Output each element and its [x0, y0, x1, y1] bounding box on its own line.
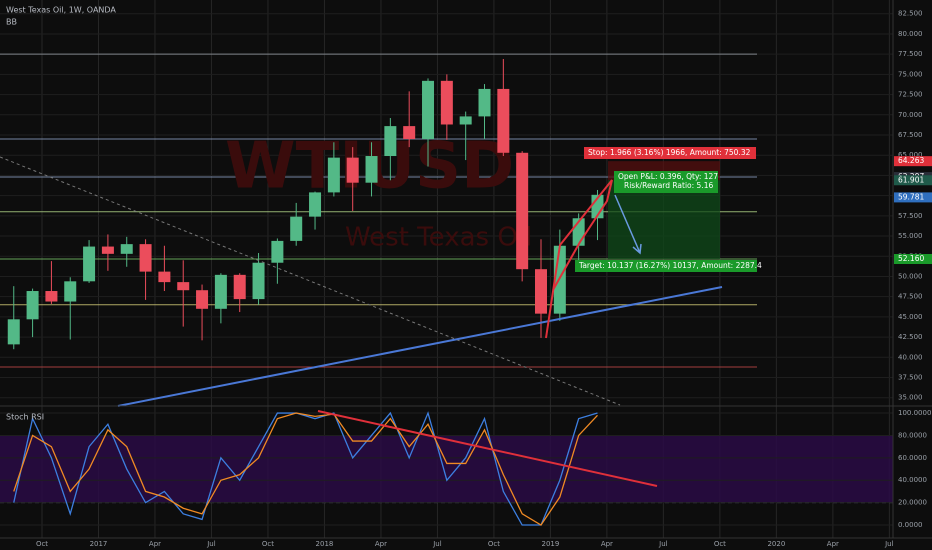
- arrow-head: [632, 243, 642, 255]
- y-tick-label: 0.0000: [898, 521, 923, 529]
- x-tick-label: Jul: [432, 540, 442, 548]
- candle-body: [534, 269, 547, 314]
- candle-body: [440, 80, 453, 125]
- y-tick-label: 70.000: [898, 111, 923, 119]
- candle-body: [158, 271, 171, 283]
- y-tick-label: 55.000: [898, 232, 923, 240]
- candle-body: [516, 152, 529, 270]
- x-tick-label: Apr: [601, 540, 613, 548]
- y-tick-label: 57.500: [898, 212, 923, 220]
- indicator-label: BB: [6, 18, 17, 27]
- candle-body: [7, 319, 20, 345]
- stoch-line: [13, 412, 598, 526]
- price-label-bg: [894, 156, 932, 167]
- candle-body: [422, 80, 435, 140]
- x-tick-label: 2020: [767, 540, 785, 548]
- price-label: 64.263: [898, 156, 924, 165]
- y-tick-label: 72.500: [898, 91, 923, 99]
- x-tick-label: Apr: [149, 540, 161, 548]
- target-zone: [608, 180, 720, 260]
- x-tick-label: 2017: [90, 540, 108, 548]
- position-label-bg: [575, 260, 757, 272]
- candle-body: [120, 244, 133, 254]
- candle-body: [459, 116, 472, 125]
- candle-body: [196, 290, 209, 309]
- candle-body: [403, 126, 416, 140]
- candle-body: [233, 274, 246, 300]
- pl-bg: [614, 171, 718, 193]
- candle-body: [346, 157, 359, 183]
- y-tick-label: 80.0000: [898, 431, 927, 439]
- candle-body: [365, 156, 378, 183]
- price-label: 52.160: [898, 254, 924, 263]
- candle-body: [177, 282, 190, 291]
- candle-body: [26, 291, 39, 320]
- position-label: Risk/Reward Ratio: 5.16: [624, 181, 713, 190]
- wedge: [545, 179, 613, 339]
- price-label: 59.781: [898, 192, 924, 201]
- y-tick-label: 40.000: [898, 353, 923, 361]
- candle-body: [384, 126, 397, 157]
- chart-title: West Texas Oil, 1W, OANDA: [6, 6, 116, 15]
- stoch-line: [13, 411, 598, 526]
- position-label: Stop: 1.966 (3.16%) 1966, Amount: 750.32: [588, 148, 751, 157]
- candle-body: [45, 291, 58, 302]
- y-tick-label: 35.000: [898, 394, 923, 402]
- price-label: 61.901: [898, 175, 924, 184]
- y-tick-label: 47.500: [898, 293, 923, 301]
- position-label: Target: 10.137 (16.27%) 10137, Amount: 2…: [578, 261, 762, 270]
- y-tick-label: 80.000: [898, 30, 923, 38]
- y-tick-label: 42.500: [898, 333, 923, 341]
- watermark-subtitle: West Texas Oil: [345, 223, 532, 253]
- y-tick-label: 82.500: [898, 10, 923, 18]
- rsi-divergence: [317, 410, 658, 487]
- candle-body: [83, 246, 96, 282]
- candle-body: [327, 157, 340, 193]
- candle-body: [252, 262, 265, 300]
- y-tick-label: 67.500: [898, 131, 923, 139]
- x-tick-label: Jul: [206, 540, 216, 548]
- stoch-title: Stoch RSI: [6, 413, 44, 422]
- forecast-arrow: [614, 194, 641, 254]
- y-tick-label: 45.000: [898, 313, 923, 321]
- x-tick-label: Jul: [884, 540, 894, 548]
- y-tick-label: 37.500: [898, 374, 923, 382]
- position-label: Open P&L: 0.396, Qty: 127: [618, 172, 718, 181]
- x-tick-label: Oct: [488, 540, 500, 548]
- x-tick-label: Oct: [36, 540, 48, 548]
- candle-body: [290, 216, 303, 241]
- x-tick-label: Apr: [827, 540, 839, 548]
- x-tick-label: 2019: [541, 540, 559, 548]
- y-tick-label: 50.000: [898, 272, 923, 280]
- price-label-bg: [894, 254, 932, 265]
- y-tick-label: 20.0000: [898, 499, 927, 507]
- support-trendline: [117, 286, 723, 407]
- candle-body: [64, 281, 77, 302]
- candle-body: [139, 244, 152, 272]
- y-tick-label: 65.000: [898, 151, 923, 159]
- y-tick-label: 75.000: [898, 70, 923, 78]
- x-tick-label: Oct: [262, 540, 274, 548]
- y-tick-label: 100.0000: [898, 409, 931, 417]
- price-label-bg: [894, 192, 932, 203]
- grid: [0, 0, 893, 538]
- candle-body: [497, 88, 510, 153]
- price-label-bg: [894, 175, 932, 186]
- y-tick-label: 40.0000: [898, 476, 927, 484]
- position-label-bg: [584, 147, 756, 159]
- x-tick-label: Apr: [375, 540, 387, 548]
- y-tick-label: 77.500: [898, 50, 923, 58]
- candle-body: [214, 274, 227, 309]
- candle-body: [271, 240, 284, 263]
- stoch-band: [0, 435, 893, 503]
- x-tick-label: 2018: [316, 540, 334, 548]
- x-tick-label: Oct: [714, 540, 726, 548]
- candle-body: [101, 246, 114, 254]
- y-tick-label: 60.0000: [898, 454, 927, 462]
- candle-body: [309, 192, 322, 217]
- candle-body: [478, 88, 491, 117]
- x-tick-label: Jul: [658, 540, 668, 548]
